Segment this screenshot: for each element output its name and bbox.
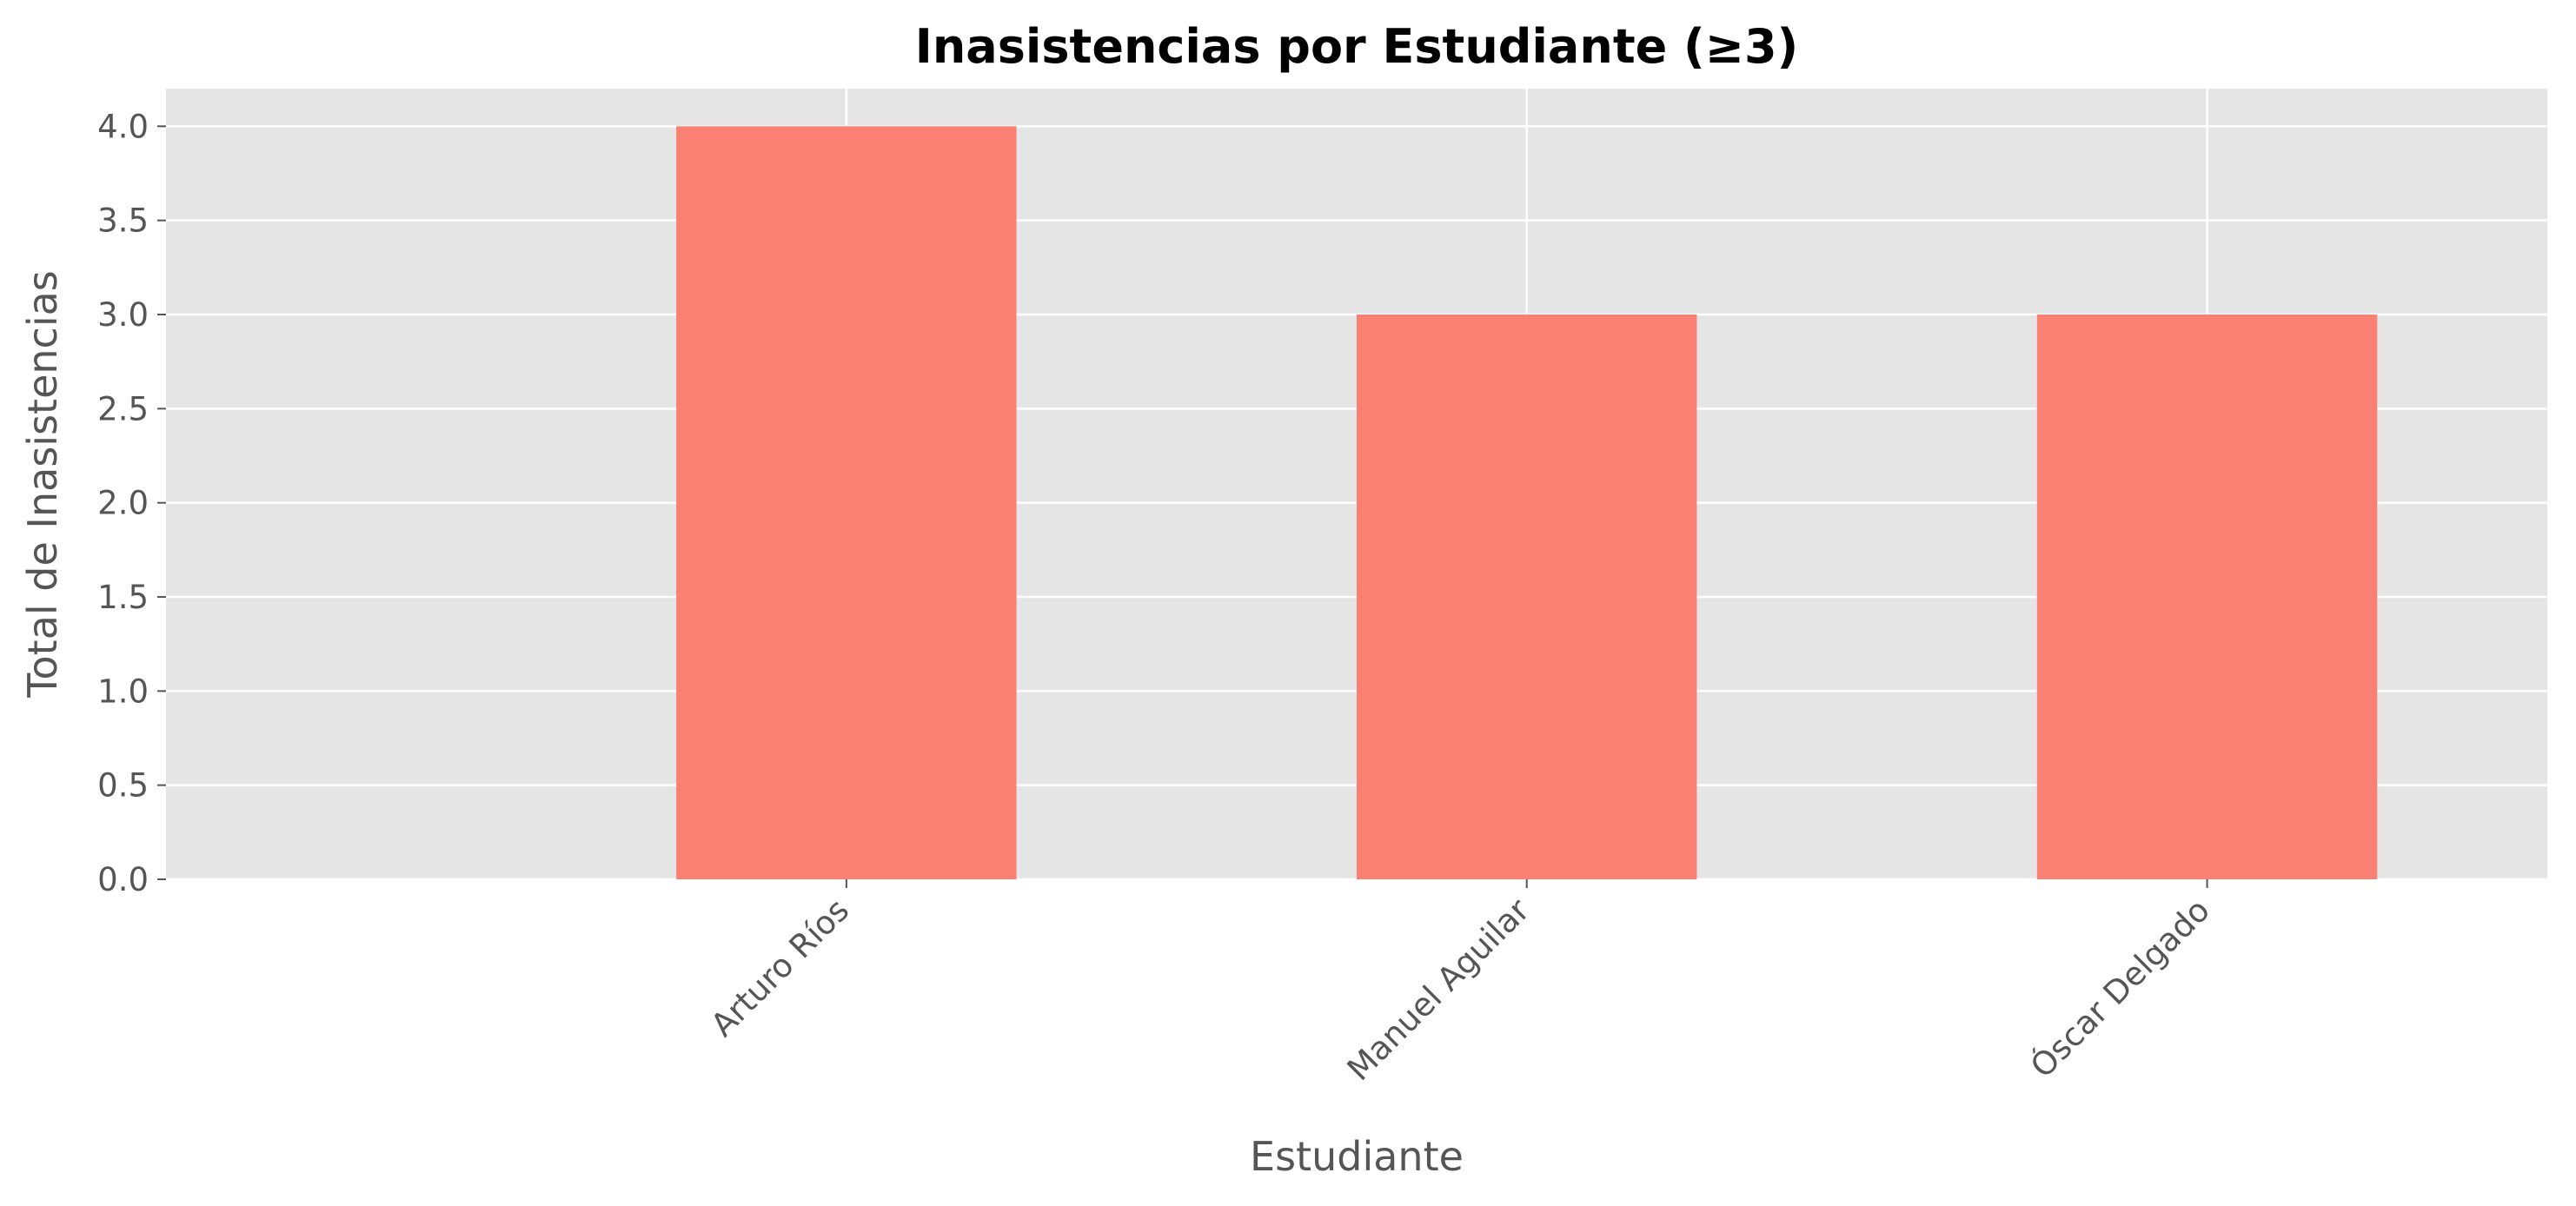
y-tick-label: 3.0 bbox=[97, 296, 149, 334]
y-tick-label: 4.0 bbox=[97, 108, 149, 145]
x-tick-label: Óscar Delgado bbox=[2022, 891, 2217, 1085]
y-tick-label: 1.0 bbox=[97, 673, 149, 710]
x-axis: Arturo Ríos Manuel Aguilar Óscar Delgado bbox=[704, 879, 2217, 1088]
bar bbox=[2036, 315, 2378, 879]
y-tick-label: 0.0 bbox=[97, 861, 149, 898]
bar bbox=[676, 126, 1017, 880]
x-tick-label: Arturo Ríos bbox=[704, 891, 856, 1044]
x-axis-label: Estudiante bbox=[1250, 1133, 1464, 1180]
chart-title: Inasistencias por Estudiante (≥3) bbox=[915, 19, 1798, 74]
x-tick-label: Manuel Aguilar bbox=[1340, 891, 1537, 1088]
y-tick-label: 1.5 bbox=[97, 579, 149, 616]
y-axis-label: Total de Inasistencias bbox=[19, 270, 66, 699]
y-tick-label: 0.5 bbox=[97, 767, 149, 805]
y-tick-label: 3.5 bbox=[97, 202, 149, 240]
bar bbox=[1357, 315, 1697, 879]
y-tick-label: 2.0 bbox=[97, 485, 149, 522]
y-tick-label: 2.5 bbox=[97, 390, 149, 427]
y-axis: 0.0 0.5 1.0 1.5 2.0 2.5 3.0 3.5 4.0 bbox=[97, 108, 166, 898]
bars bbox=[676, 126, 2378, 880]
